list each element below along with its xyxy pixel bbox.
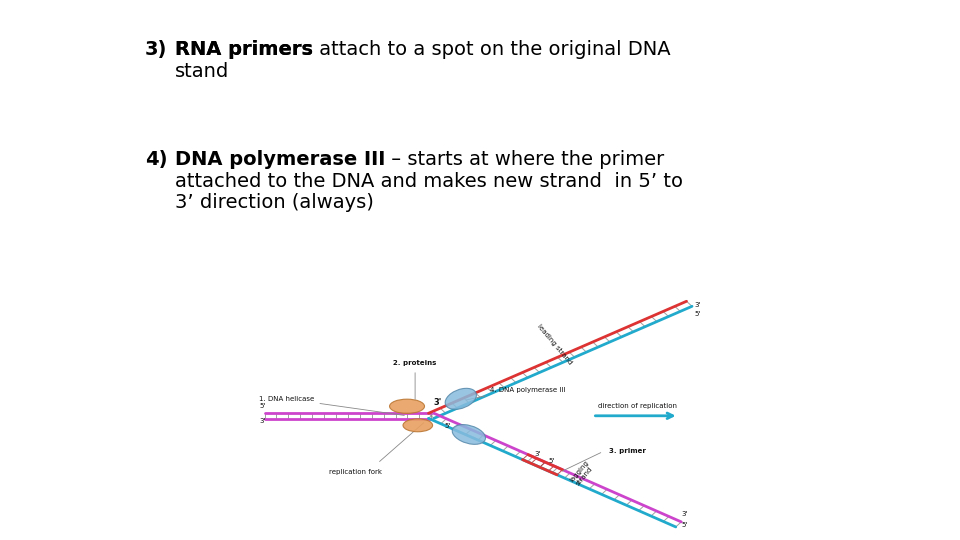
Text: 2. proteins: 2. proteins [394,360,437,366]
Text: 3': 3' [535,451,541,457]
Text: replication fork: replication fork [329,469,382,475]
Text: 5': 5' [682,522,687,528]
Text: lagging
strand: lagging strand [568,460,595,488]
Text: direction of replication: direction of replication [598,403,677,409]
Text: 5': 5' [259,403,266,409]
Text: 4. DNA polymerase III: 4. DNA polymerase III [491,387,565,393]
Ellipse shape [445,388,476,409]
Ellipse shape [390,399,424,414]
Ellipse shape [452,424,486,444]
Text: DNA polymerase III: DNA polymerase III [175,150,385,169]
Text: 5': 5' [548,458,554,464]
Text: 3': 3' [259,417,266,423]
Text: – starts at where the primer: – starts at where the primer [385,150,664,169]
Text: RNA primers: RNA primers [175,40,313,59]
Text: 3': 3' [434,398,443,407]
Ellipse shape [403,419,433,432]
Text: 3': 3' [695,301,701,307]
Text: attached to the DNA and makes new strand  in 5’ to: attached to the DNA and makes new strand… [175,172,683,191]
Text: 3. primer: 3. primer [609,448,645,454]
Text: 3': 3' [682,511,687,517]
Text: leading strand: leading strand [537,323,573,366]
Text: 1. DNA helicase: 1. DNA helicase [259,396,404,415]
Text: 5': 5' [695,310,701,316]
Text: stand: stand [175,62,229,80]
Text: 3): 3) [145,40,167,59]
Text: 4): 4) [145,150,167,169]
Text: 3’ direction (always): 3’ direction (always) [175,193,373,212]
Text: 5': 5' [444,423,451,429]
Text: attach to a spot on the original DNA: attach to a spot on the original DNA [313,40,671,59]
Text: RNA primers: RNA primers [175,40,313,59]
